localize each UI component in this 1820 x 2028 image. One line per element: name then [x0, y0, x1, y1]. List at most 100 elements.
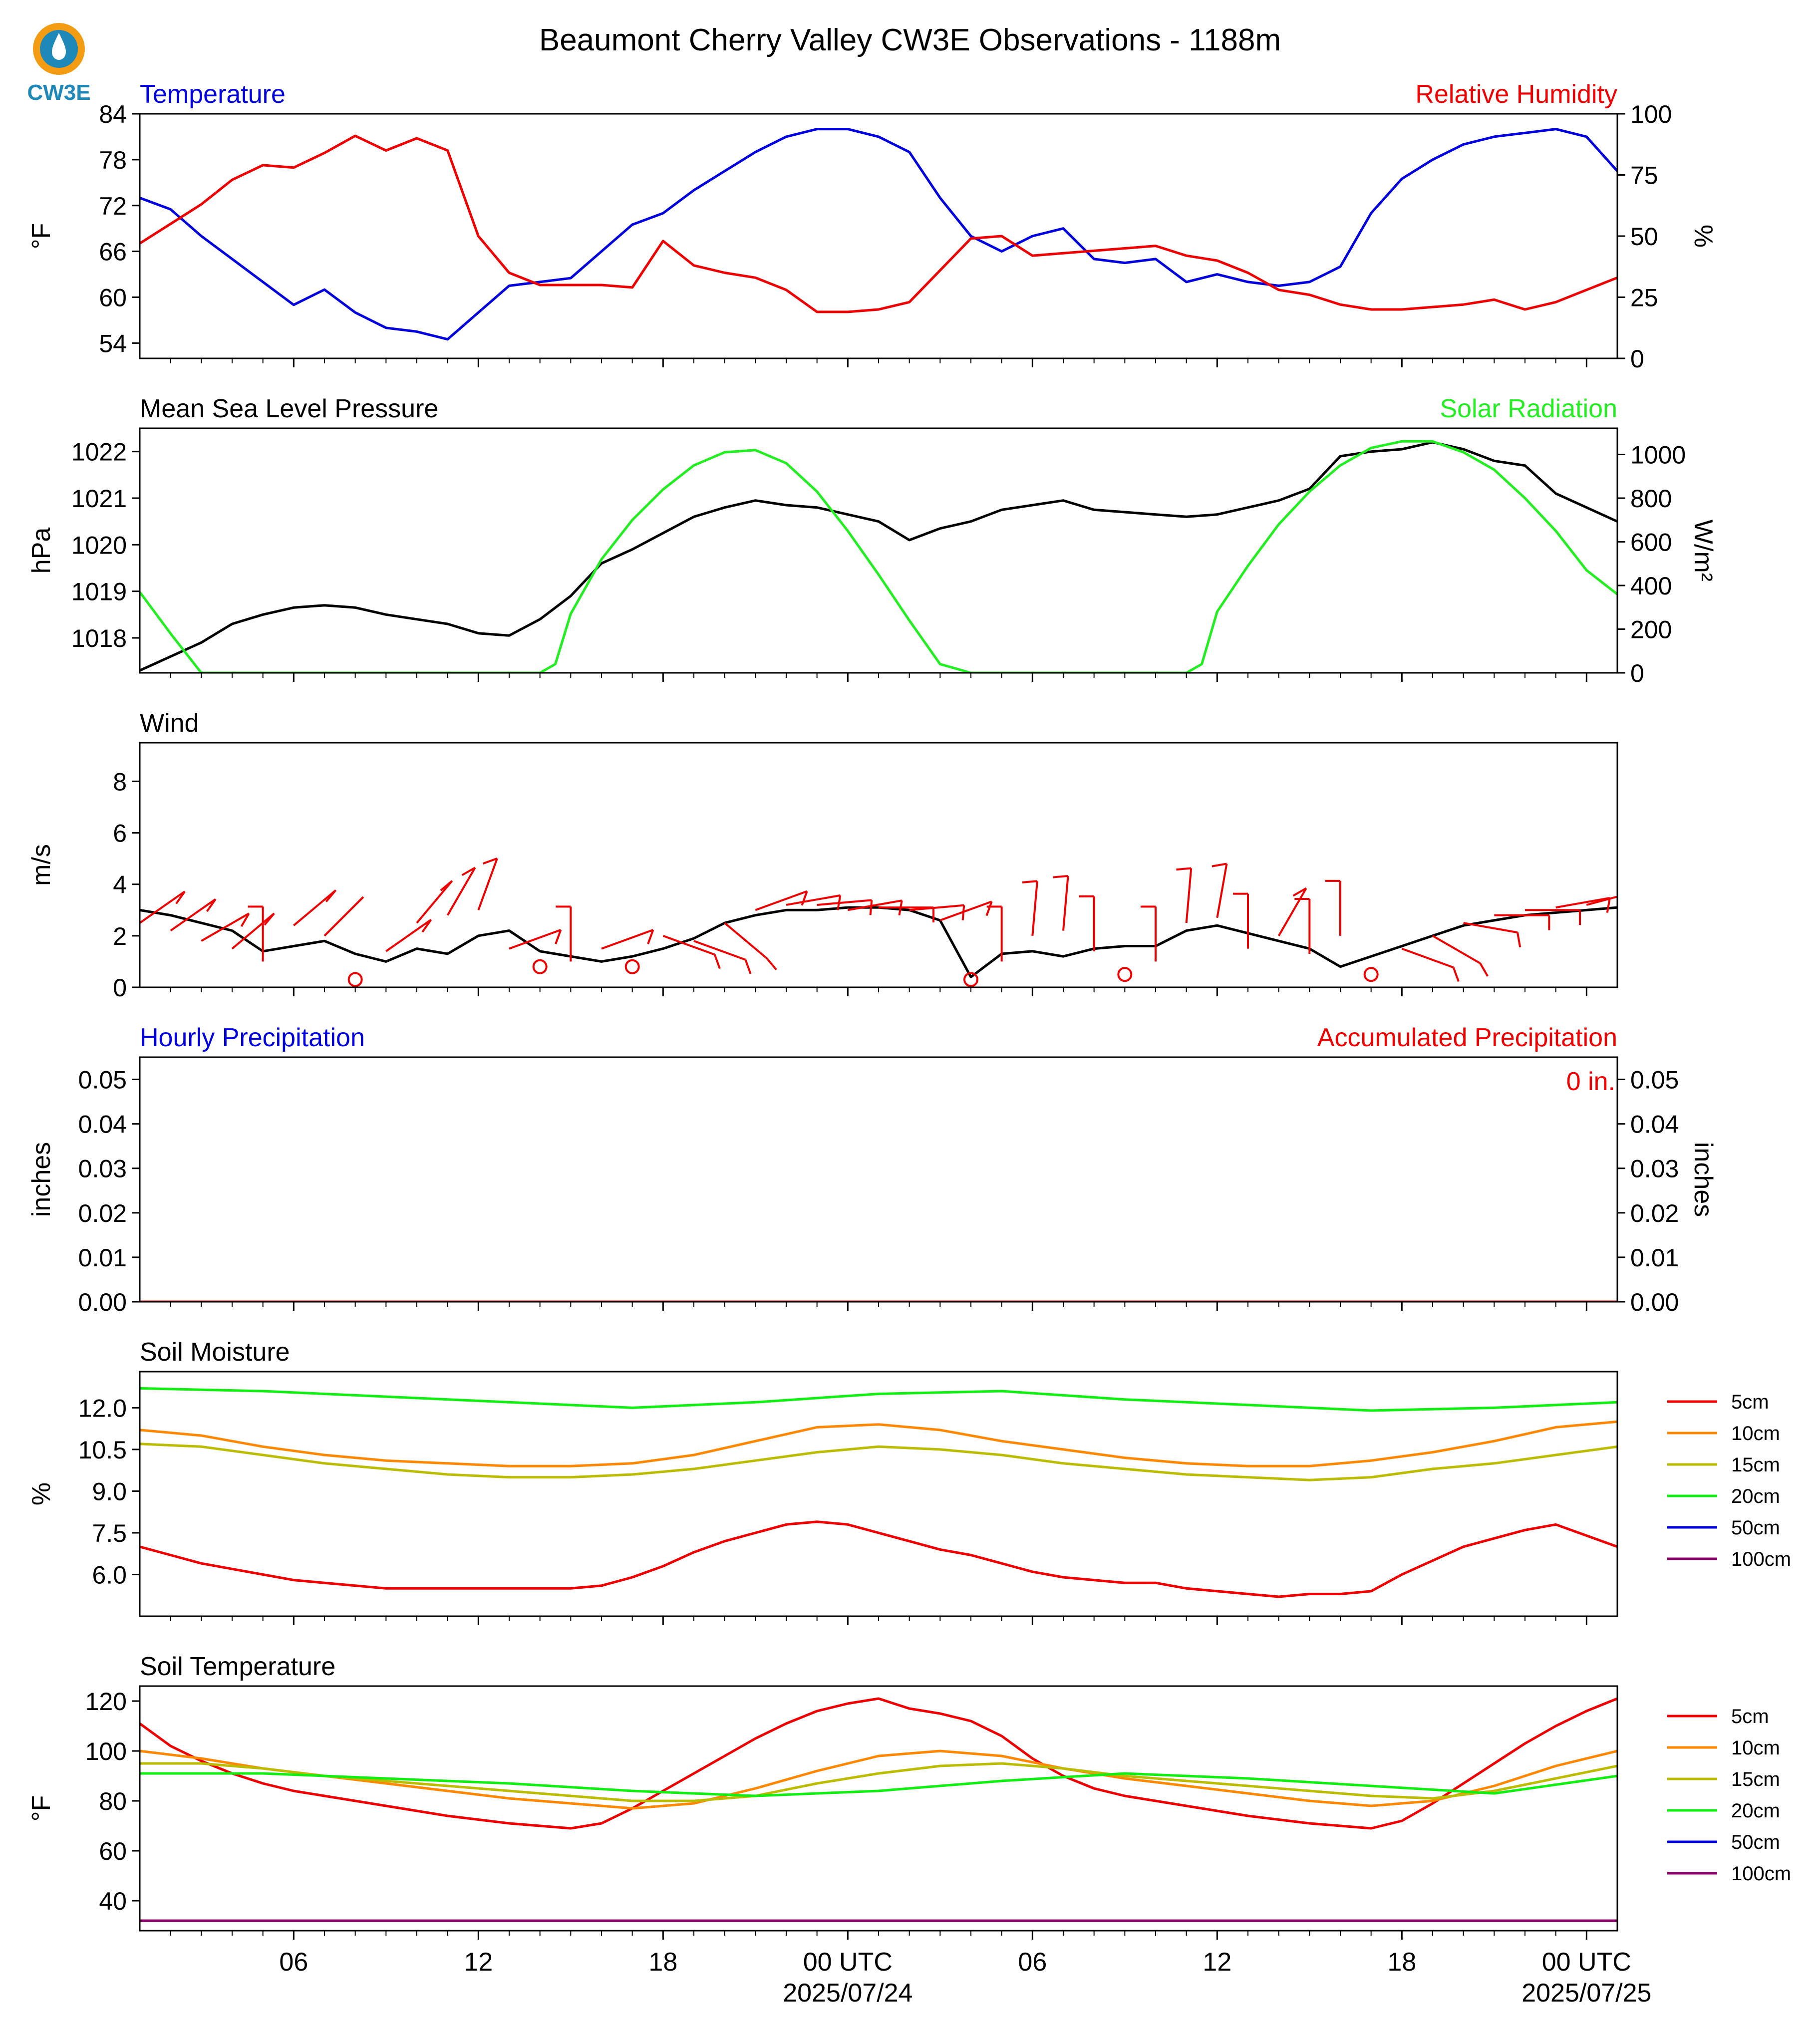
wind-barb-flag [1022, 880, 1038, 883]
legend-label-50cm: 50cm [1731, 1831, 1780, 1853]
y-right-tick-label: 50 [1630, 223, 1658, 251]
y-axis-label: % [27, 1482, 56, 1505]
y-tick-label: 1019 [71, 578, 127, 606]
wind-barb-flag [440, 880, 453, 891]
wind-barb [293, 889, 336, 926]
plot-frame [139, 742, 1618, 988]
chart-title: Beaumont Cherry Valley CW3E Observations… [539, 23, 1281, 57]
panel-title-left: Soil Moisture [140, 1338, 290, 1367]
wind-barb-flag [766, 957, 777, 971]
wind-barb-flag [1606, 897, 1611, 913]
y-tick-label: 54 [99, 329, 127, 357]
series-line-5cm [140, 1697, 1617, 1830]
legend-label-20cm: 20cm [1731, 1800, 1780, 1822]
plot-frame [139, 1056, 1618, 1303]
y-right-axis-label: % [1689, 225, 1718, 248]
y-tick-label: 0.03 [78, 1155, 127, 1183]
wind-barb [1062, 875, 1069, 931]
y-right-tick-label: 100 [1630, 100, 1672, 128]
y-tick-label: 72 [99, 192, 127, 220]
legend-label-5cm: 5cm [1731, 1706, 1769, 1728]
wind-barb [201, 912, 250, 942]
panel-precipitation: Hourly Precipitation Accumulated Precipit… [27, 1023, 1718, 1316]
wind-barb-flag [1053, 874, 1068, 878]
x-tick-label: 12 [464, 1948, 493, 1977]
wind-barb [847, 899, 903, 911]
y-tick-label: 0.01 [78, 1244, 127, 1272]
plot-area [140, 1697, 1617, 1922]
series-line-20cm [140, 1772, 1617, 1797]
series-line-15cm [140, 1443, 1617, 1481]
y-axis-label: hPa [27, 528, 56, 574]
wind-barb-flag [421, 919, 432, 933]
y-tick-label: 0.00 [78, 1288, 127, 1316]
plot-area [140, 440, 1617, 673]
wind-barb [1555, 897, 1610, 909]
plot-area [140, 1387, 1617, 1598]
panel-title-right: Relative Humidity [1415, 80, 1617, 109]
y-tick-label: 100 [85, 1738, 127, 1765]
y-right-axis-label: inches [1689, 1142, 1718, 1217]
y-axis-label: °F [27, 1795, 56, 1822]
panel-title-right: Solar Radiation [1440, 394, 1617, 423]
legend-label-20cm: 20cm [1731, 1485, 1780, 1507]
wind-barb [1432, 935, 1481, 964]
wind-barb-flag [744, 959, 752, 974]
cw3e-logo: CW3E [27, 23, 91, 105]
wind-barb-flag [1212, 863, 1227, 868]
x-tick-label: 18 [1387, 1948, 1416, 1977]
wind-barb [1463, 922, 1518, 934]
panel-title-left: Hourly Precipitation [140, 1023, 365, 1052]
y-right-tick-label: 1000 [1630, 441, 1686, 469]
x-tick-label: 18 [648, 1948, 677, 1977]
y-tick-label: 1020 [71, 531, 127, 559]
wind-barb [1617, 895, 1671, 905]
wind-barb-flag [647, 929, 654, 944]
y-tick-label: 6 [113, 820, 127, 848]
wind-barb-flag [325, 889, 337, 902]
wind-barb [601, 929, 654, 950]
y-right-tick-label: 0.03 [1630, 1155, 1679, 1183]
y-right-axis-label: W/m² [1689, 520, 1718, 581]
y-tick-label: 1021 [71, 485, 127, 513]
legend-label-10cm: 10cm [1731, 1737, 1780, 1759]
wind-barb-flag [206, 898, 217, 912]
y-tick-label: 60 [99, 284, 127, 312]
panel-temperature_humidity: Temperature Relative Humidity 54 60 66 72 78 84… [27, 80, 1718, 373]
wind-barb [909, 904, 964, 911]
wind-barb-flag [1517, 932, 1521, 948]
wind-barb-flag [483, 858, 498, 865]
wind-barb [1277, 887, 1307, 936]
plot-frame [139, 1685, 1618, 1932]
y-right-tick-label: 0.05 [1630, 1066, 1679, 1094]
wind-barb [140, 890, 186, 924]
wind-barb-calm [624, 959, 640, 974]
panel-title-right: Accumulated Precipitation [1317, 1023, 1617, 1052]
wind-barb-flag [1292, 887, 1307, 897]
wind-barb-flag [461, 867, 476, 876]
series-line-20cm [140, 1387, 1617, 1412]
wind-barb [1031, 881, 1038, 936]
wind-barb-flag [869, 900, 873, 915]
logo-text: CW3E [27, 80, 90, 105]
wind-barb [446, 867, 476, 916]
logo-drop-icon [52, 33, 66, 60]
x-tick-label: 12 [1203, 1948, 1231, 1977]
wind-barb-flag [1636, 890, 1640, 905]
accum-annotation: 0 in. [1566, 1067, 1615, 1096]
panel-title-left: Mean Sea Level Pressure [140, 394, 438, 423]
wind-barb [231, 912, 275, 950]
x-date-label: 2025/07/25 [1521, 1979, 1651, 2008]
y-right-tick-label: 0.04 [1630, 1111, 1679, 1139]
wind-barb-flag [175, 890, 186, 904]
y-axis-label: m/s [27, 844, 56, 886]
y-right-tick-label: 25 [1630, 284, 1658, 312]
legend-label-15cm: 15cm [1731, 1768, 1780, 1790]
y-right-tick-label: 0.01 [1630, 1244, 1679, 1272]
wind-barb-flag [713, 954, 721, 969]
wind-barb-calm [1117, 967, 1133, 982]
y-right-tick-label: 600 [1630, 529, 1672, 557]
y-tick-label: 7.5 [92, 1519, 127, 1547]
wind-barb-flag [240, 913, 250, 927]
